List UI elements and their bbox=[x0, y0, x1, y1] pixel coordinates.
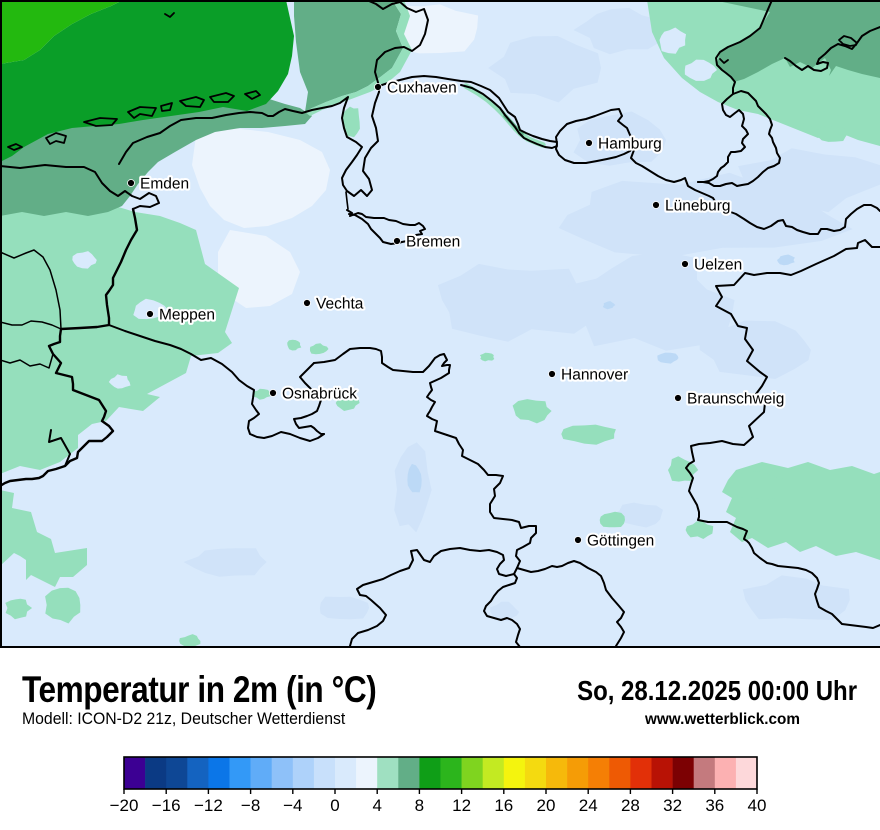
svg-text:−12: −12 bbox=[194, 796, 223, 815]
svg-text:Hamburg: Hamburg bbox=[598, 136, 662, 153]
svg-text:20: 20 bbox=[537, 796, 556, 815]
svg-text:Meppen: Meppen bbox=[159, 307, 215, 324]
svg-text:16: 16 bbox=[494, 796, 513, 815]
svg-text:40: 40 bbox=[748, 796, 767, 815]
svg-text:−20: −20 bbox=[110, 796, 139, 815]
svg-text:Göttingen: Göttingen bbox=[587, 533, 654, 550]
svg-text:Lüneburg: Lüneburg bbox=[665, 198, 731, 215]
svg-text:36: 36 bbox=[705, 796, 724, 815]
svg-text:0: 0 bbox=[330, 796, 339, 815]
svg-text:Bremen: Bremen bbox=[406, 234, 460, 251]
svg-text:32: 32 bbox=[663, 796, 682, 815]
svg-text:Braunschweig: Braunschweig bbox=[687, 391, 784, 408]
svg-text:−8: −8 bbox=[241, 796, 260, 815]
svg-text:−4: −4 bbox=[283, 796, 302, 815]
svg-text:Emden: Emden bbox=[140, 176, 189, 193]
svg-text:Hannover: Hannover bbox=[561, 367, 628, 384]
svg-text:28: 28 bbox=[621, 796, 640, 815]
svg-text:24: 24 bbox=[579, 796, 598, 815]
svg-text:Vechta: Vechta bbox=[316, 296, 364, 313]
svg-text:Cuxhaven: Cuxhaven bbox=[387, 80, 457, 97]
svg-text:8: 8 bbox=[415, 796, 424, 815]
svg-text:12: 12 bbox=[452, 796, 471, 815]
svg-text:4: 4 bbox=[372, 796, 381, 815]
svg-text:Osnabrück: Osnabrück bbox=[282, 386, 357, 403]
svg-text:Uelzen: Uelzen bbox=[694, 257, 742, 274]
svg-text:−16: −16 bbox=[152, 796, 181, 815]
